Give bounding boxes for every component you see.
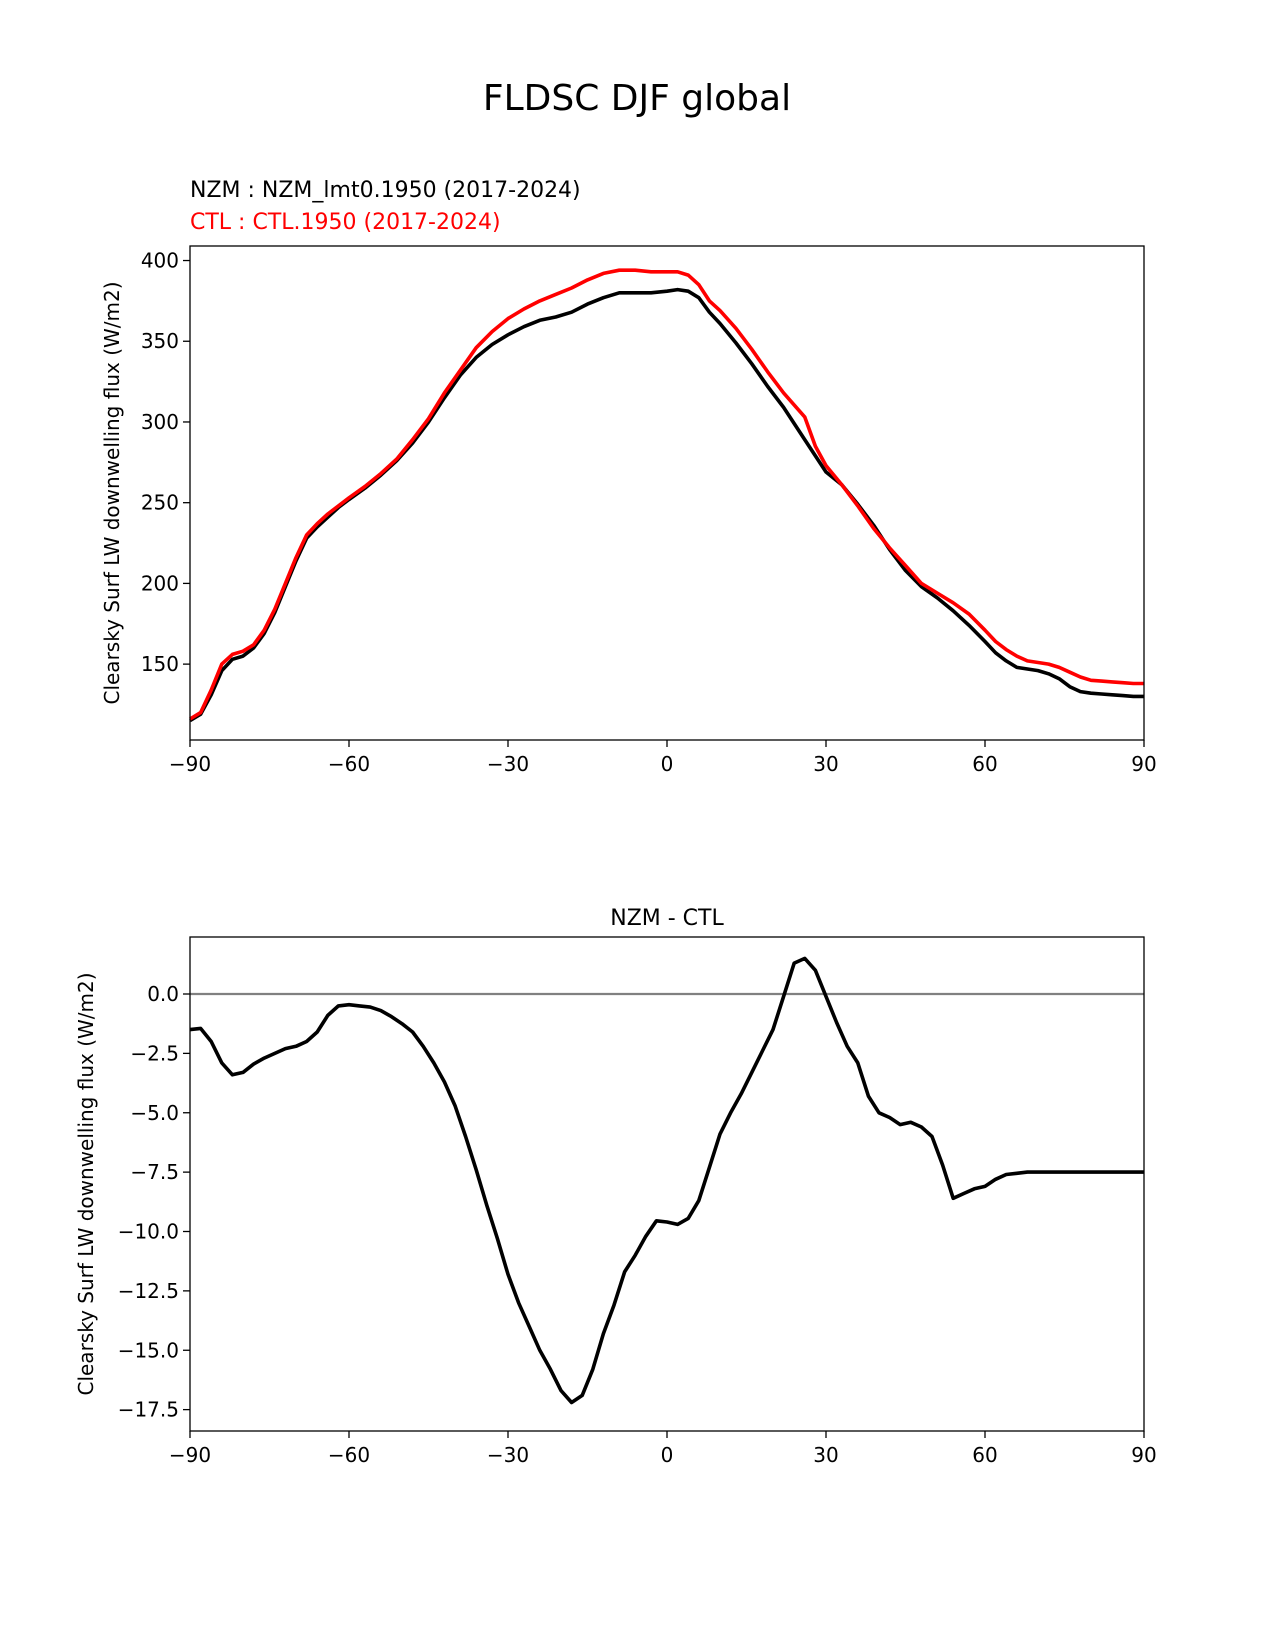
x-tick-label: 0 [661,752,674,776]
top-panel: NZM : NZM_lmt0.1950 (2017-2024) CTL : CT… [100,178,1157,776]
y-tick-label: −10.0 [118,1220,179,1244]
series-line-ctl [189,268,1144,721]
y-tick-label: −7.5 [130,1160,179,1184]
y-tick-label: 200 [141,571,179,595]
x-tick-label: 90 [1131,752,1156,776]
y-tick-label: 400 [141,249,179,273]
top-plot-area: −90 −60 −30 0 30 60 90 150 200 250 300 350 400 [141,249,1157,776]
y-tick-label: 300 [141,410,179,434]
x-tick-label: −60 [328,752,370,776]
y-tick-label: 250 [141,491,179,515]
y-tick-label: 150 [141,652,179,676]
bottom-ylabel: Clearsky Surf LW downwelling flux (W/m2) [74,972,98,1395]
bottom-plot-area: −90 −60 −30 0 30 60 90 −17.5 −15.0 −12.5 −10.0 −7.5… [118,956,1157,1467]
y-tick-label: −17.5 [118,1398,179,1422]
x-tick-label: 30 [813,1443,838,1467]
series-line-nzm [189,287,1144,723]
x-tick-label: 0 [661,1443,674,1467]
figure-suptitle: FLDSC DJF global [483,78,791,119]
bottom-title: NZM - CTL [610,906,724,931]
x-tick-label: −90 [169,1443,211,1467]
x-tick-label: −60 [328,1443,370,1467]
x-tick-label: −90 [169,752,211,776]
top-ylabel: Clearsky Surf LW downwelling flux (W/m2) [100,281,124,704]
series-line-nzm-ctl [189,956,1144,1405]
y-tick-label: −2.5 [130,1041,179,1065]
x-tick-label: 60 [972,752,997,776]
x-tick-label: −30 [487,752,529,776]
legend-entry-ctl: CTL : CTL.1950 (2017-2024) [190,210,501,235]
legend-entry-nzm: NZM : NZM_lmt0.1950 (2017-2024) [190,178,581,203]
y-tick-label: −5.0 [130,1101,179,1125]
x-tick-label: −30 [487,1443,529,1467]
top-axes-frame [189,245,1145,741]
x-tick-label: 60 [972,1443,997,1467]
y-tick-label: −12.5 [118,1279,179,1303]
x-tick-label: 90 [1131,1443,1156,1467]
bottom-axes-frame [189,936,1145,1432]
x-tick-label: 30 [813,752,838,776]
y-tick-label: 0.0 [147,982,179,1006]
bottom-panel: NZM - CTL Clearsky Surf LW downwelling f… [74,906,1157,1467]
y-tick-label: 350 [141,329,179,353]
y-tick-label: −15.0 [118,1338,179,1362]
